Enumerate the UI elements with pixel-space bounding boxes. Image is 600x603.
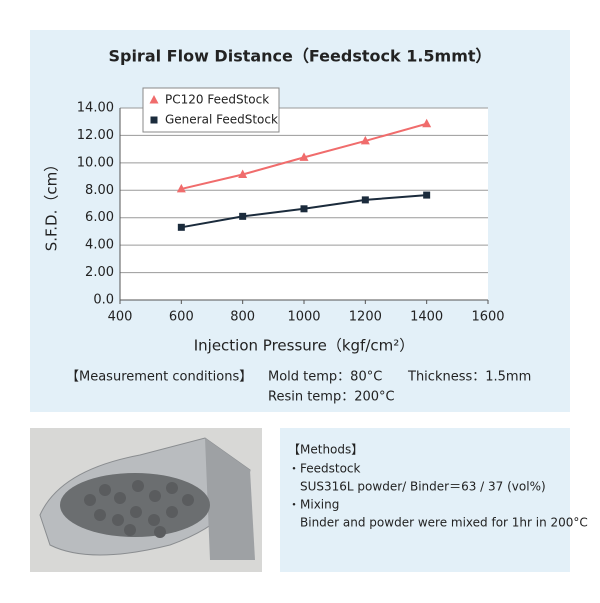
y-tick-label: 2.00 [85,265,114,280]
methods-line: SUS316L powder/ Binder＝63 / 37 (vol%) [300,480,546,494]
point [176,183,186,193]
chart-title: Spiral Flow Distance（Feedstock 1.5mmt） [108,47,491,66]
x-tick-label: 1400 [410,310,443,325]
photo [30,428,262,572]
methods-line: ・Mixing [288,498,339,512]
legend-label: General FeedStock [165,113,278,127]
point [361,196,369,204]
y-axis-label: S.F.D.（cm） [43,157,61,251]
point [422,118,432,128]
legend [142,87,280,133]
y-tick-label: 0.0 [93,293,114,308]
x-tick-label: 1200 [349,310,382,325]
x-tick-label: 800 [230,310,255,325]
legend-marker [150,116,158,124]
conditions-resin: Resin temp：200°C [268,390,395,405]
conditions-thickness: Thickness：1.5mm [407,370,531,385]
x-tick-label: 1000 [287,310,320,325]
legend-label: PC120 FeedStock [165,93,269,107]
methods-line: ・Feedstock [288,462,361,476]
methods-panel [280,428,570,572]
point [360,135,370,145]
point [239,212,247,220]
point [299,152,309,161]
methods-heading: 【Methods】 [288,443,363,457]
point [238,169,248,179]
x-axis-label: Injection Pressure（kgf/cm²） [194,337,415,355]
conditions-heading: 【Measurement conditions】 [66,370,252,385]
y-tick-label: 10.00 [77,155,114,170]
y-tick-label: 6.00 [85,210,114,225]
y-tick-label: 14.00 [77,101,114,116]
conditions-mold: Mold temp：80°C [268,370,382,385]
x-tick-label: 1600 [471,310,504,325]
legend-marker [149,95,159,104]
point [423,191,431,199]
point [177,223,185,231]
x-tick-label: 400 [108,310,133,325]
plot-area [120,108,488,300]
x-tick-label: 600 [169,310,194,325]
y-tick-label: 4.00 [85,238,114,253]
y-tick-label: 12.00 [77,128,114,143]
y-tick-label: 8.00 [85,183,114,198]
point [300,205,308,213]
methods-line: Binder and powder were mixed for 1hr in … [300,516,588,530]
